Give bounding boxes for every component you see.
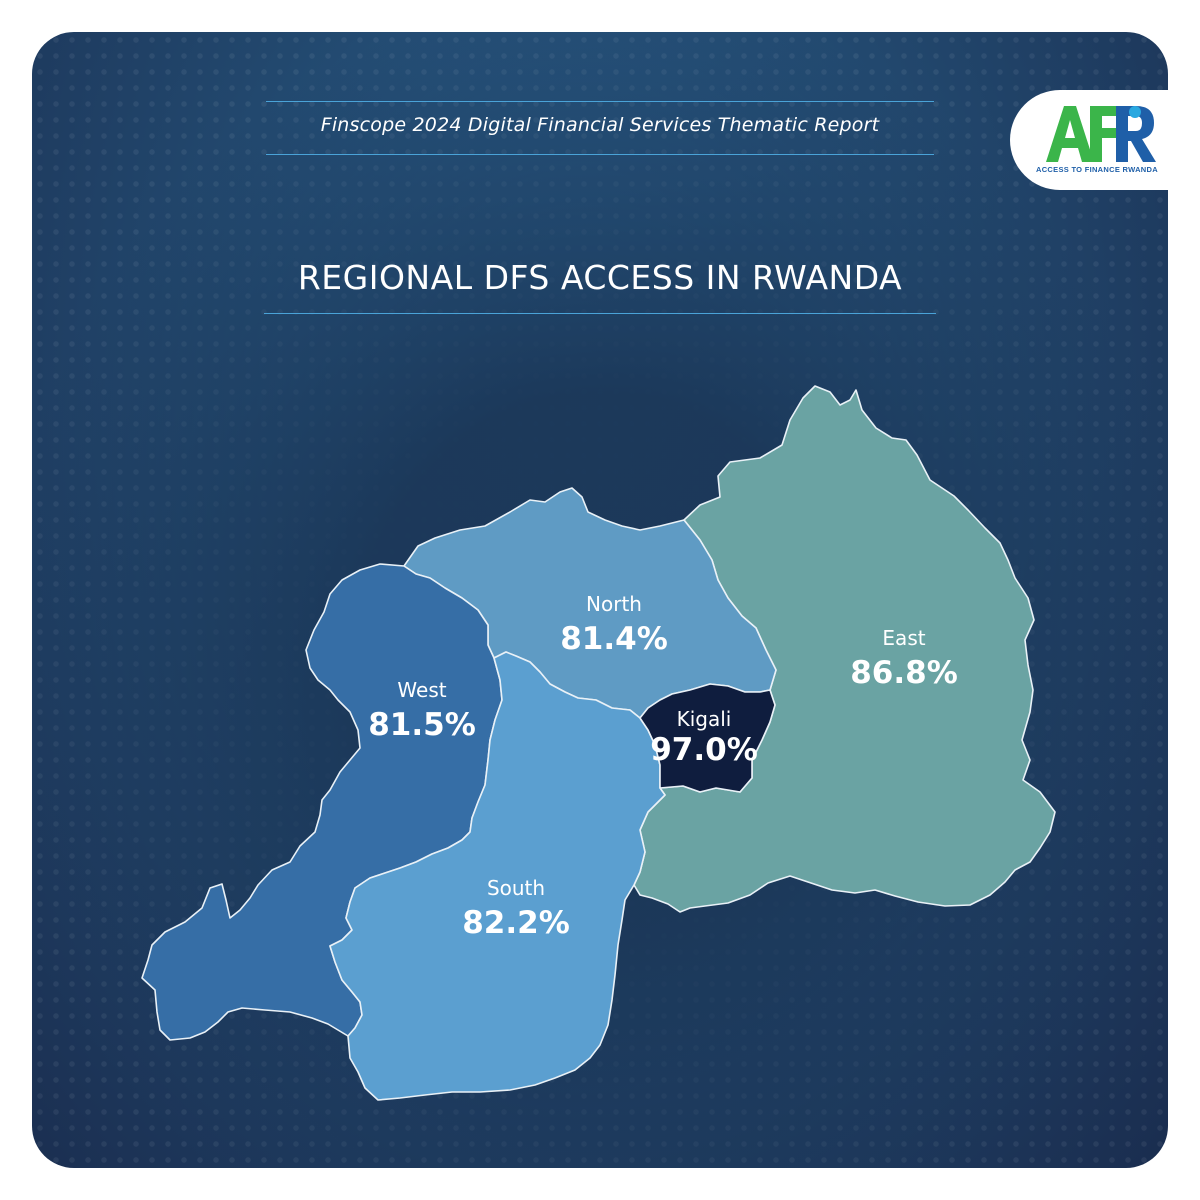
afr-logo: ACCESS TO FINANCE RWANDA	[1010, 90, 1200, 190]
afr-logo-icon	[1046, 106, 1156, 162]
region-label-south: South	[487, 876, 545, 900]
region-value-west: 81.5%	[368, 707, 476, 743]
region-label-kigali: Kigali	[677, 707, 732, 731]
region-value-east: 86.8%	[850, 655, 958, 691]
region-value-south: 82.2%	[462, 905, 570, 941]
region-value-north: 81.4%	[560, 621, 668, 657]
subtitle-bottom-rule	[266, 154, 934, 155]
page-title: REGIONAL DFS ACCESS IN RWANDA	[297, 258, 903, 297]
title-underline	[264, 313, 936, 314]
region-label-east: East	[882, 626, 925, 650]
region-kigali[interactable]	[639, 683, 776, 793]
region-value-kigali: 97.0%	[650, 732, 758, 768]
report-subtitle: Finscope 2024 Digital Financial Services…	[320, 114, 880, 136]
region-label-north: North	[586, 592, 642, 616]
subtitle-top-rule	[266, 101, 934, 102]
region-label-west: West	[397, 678, 446, 702]
logo-tagline: ACCESS TO FINANCE RWANDA	[1036, 165, 1158, 174]
